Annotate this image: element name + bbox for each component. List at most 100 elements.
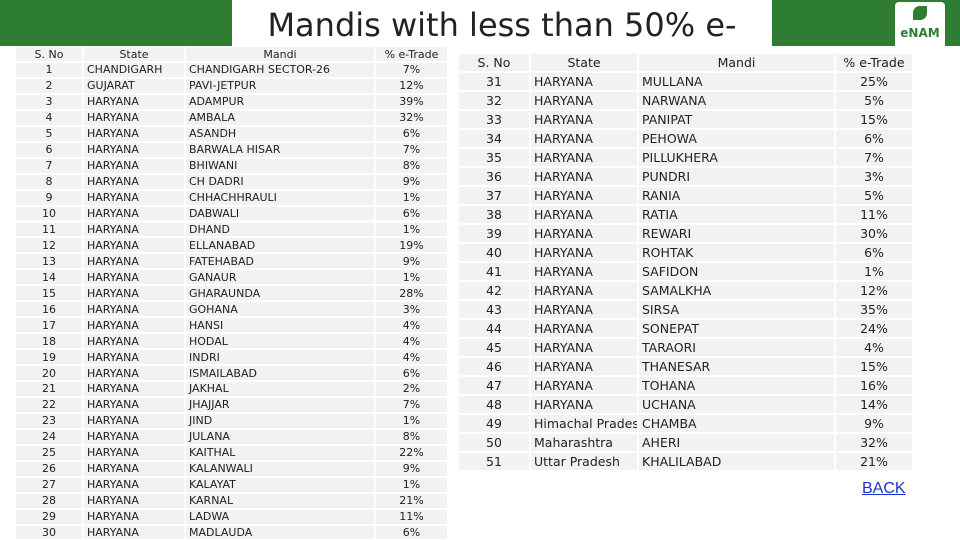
- table-cell: DHAND: [185, 221, 375, 238]
- table-cell: 6%: [835, 243, 913, 262]
- table-cell: 21%: [835, 452, 913, 471]
- table-cell: 26: [15, 460, 83, 477]
- table-cell: HARYANA: [83, 189, 185, 206]
- table-cell: ISMAILABAD: [185, 365, 375, 381]
- header-band: [0, 0, 232, 46]
- table-cell: Himachal Pradesh: [530, 414, 638, 433]
- table-cell: 1%: [375, 269, 448, 286]
- table-cell: 3%: [835, 167, 913, 186]
- table-cell: 29: [15, 508, 83, 525]
- table-cell: HARYANA: [530, 205, 638, 224]
- table-cell: HARYANA: [530, 91, 638, 110]
- table-cell: 41: [458, 262, 530, 281]
- table-cell: 47: [458, 376, 530, 395]
- table-cell: 1%: [375, 412, 448, 429]
- table-cell: 45: [458, 338, 530, 357]
- table-cell: HARYANA: [83, 125, 185, 142]
- table-cell: SIRSA: [638, 300, 835, 319]
- table-cell: GHARAUNDA: [185, 285, 375, 302]
- table-cell: 15%: [835, 110, 913, 129]
- table-cell: 32%: [375, 109, 448, 126]
- table-cell: HARYANA: [83, 412, 185, 429]
- table-cell: AMBALA: [185, 109, 375, 126]
- table-cell: HARYANA: [83, 221, 185, 238]
- table-cell: HARYANA: [530, 319, 638, 338]
- table-cell: 25: [15, 444, 83, 461]
- table-cell: 1%: [375, 221, 448, 238]
- table-cell: KARNAL: [185, 492, 375, 509]
- table-cell: 11: [15, 221, 83, 238]
- table-cell: HARYANA: [83, 381, 185, 397]
- table-cell: 6%: [375, 205, 448, 222]
- table-cell: CHANDIGARH SECTOR-26: [185, 62, 375, 78]
- table-cell: MADLAUDA: [185, 524, 375, 540]
- table-cell: 15: [15, 285, 83, 302]
- table-cell: JULANA: [185, 428, 375, 445]
- table-cell: 35: [458, 148, 530, 167]
- table-cell: HANSI: [185, 317, 375, 334]
- table-cell: ELLANABAD: [185, 237, 375, 254]
- table-cell: CHHACHHRAULI: [185, 189, 375, 206]
- table-cell: 16: [15, 301, 83, 318]
- table-cell: HARYANA: [530, 338, 638, 357]
- table-cell: FATEHABAD: [185, 253, 375, 270]
- table-cell: KHALILABAD: [638, 452, 835, 471]
- column-header: State: [530, 53, 638, 72]
- table-cell: HARYANA: [530, 110, 638, 129]
- table-cell: 32%: [835, 433, 913, 452]
- table-cell: JAKHAL: [185, 381, 375, 397]
- table-cell: 5: [15, 125, 83, 142]
- table-cell: HARYANA: [530, 167, 638, 186]
- table-cell: 46: [458, 357, 530, 376]
- table-cell: HARYANA: [83, 109, 185, 126]
- table-cell: 14: [15, 269, 83, 286]
- table-cell: 14%: [835, 395, 913, 414]
- table-cell: 1%: [375, 189, 448, 206]
- back-link[interactable]: BACK: [862, 480, 906, 497]
- table-cell: 6: [15, 141, 83, 158]
- table-cell: 10: [15, 205, 83, 222]
- table-cell: 51: [458, 452, 530, 471]
- table-cell: 7: [15, 157, 83, 174]
- table-cell: 15%: [835, 357, 913, 376]
- table-cell: HARYANA: [83, 476, 185, 493]
- table-cell: RANIA: [638, 186, 835, 205]
- table-cell: HARYANA: [83, 253, 185, 270]
- table-cell: 9%: [375, 460, 448, 477]
- table-cell: 4: [15, 109, 83, 126]
- table-cell: 3%: [375, 301, 448, 318]
- table-cell: INDRI: [185, 349, 375, 366]
- table-cell: 39: [458, 224, 530, 243]
- table-cell: 7%: [375, 141, 448, 158]
- table-cell: 2: [15, 77, 83, 94]
- column-header: S. No: [458, 53, 530, 72]
- table-cell: 37: [458, 186, 530, 205]
- table-cell: 1%: [835, 262, 913, 281]
- table-cell: HARYANA: [530, 148, 638, 167]
- table-cell: 50: [458, 433, 530, 452]
- table-cell: ROHTAK: [638, 243, 835, 262]
- table-cell: Maharashtra: [530, 433, 638, 452]
- table-cell: UCHANA: [638, 395, 835, 414]
- table-cell: TARAORI: [638, 338, 835, 357]
- table-cell: HARYANA: [83, 237, 185, 254]
- table-cell: HARYANA: [83, 173, 185, 190]
- table-cell: 33: [458, 110, 530, 129]
- table-cell: HARYANA: [530, 262, 638, 281]
- table-cell: HARYANA: [530, 224, 638, 243]
- table-cell: 30%: [835, 224, 913, 243]
- table-cell: 24%: [835, 319, 913, 338]
- table-cell: 21: [15, 381, 83, 397]
- title: Mandis with less than 50% e-trade: [267, 6, 737, 94]
- table-cell: 4%: [375, 317, 448, 334]
- table-cell: 18: [15, 333, 83, 350]
- table-cell: 19%: [375, 237, 448, 254]
- table-cell: 6%: [375, 125, 448, 142]
- column-header: % e-Trade: [375, 46, 448, 62]
- table-cell: PUNDRI: [638, 167, 835, 186]
- table-cell: KALAYAT: [185, 476, 375, 493]
- table-cell: 6%: [375, 365, 448, 381]
- table-cell: 9%: [835, 414, 913, 433]
- table-cell: HARYANA: [83, 524, 185, 540]
